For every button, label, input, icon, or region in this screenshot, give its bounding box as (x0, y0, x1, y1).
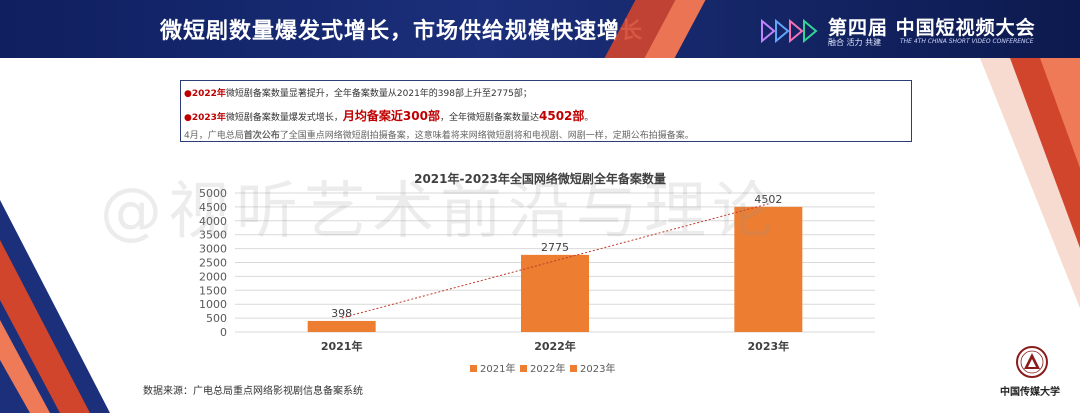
data-label: 4502 (754, 193, 782, 206)
info-text-april-bold: 首次公布 (243, 131, 280, 141)
bar (734, 206, 803, 332)
legend-label: 2023年 (580, 362, 615, 375)
data-source: 数据来源：广电总局重点网络影视剧信息备案系统 (143, 386, 363, 397)
university-emblem-icon (1016, 346, 1048, 378)
y-tick-label: 3000 (199, 243, 227, 256)
info-text-2023-b: ，全年微短剧备案数量达 (439, 113, 539, 123)
y-tick-label: 0 (220, 326, 227, 339)
info-highlight-total: 4502部 (539, 109, 585, 123)
y-tick-label: 1000 (199, 298, 227, 311)
page-title: 微短剧数量爆发式增长，市场供给规模快速增长 (160, 19, 644, 44)
info-highlight-monthly: 月均备案近300部 (342, 109, 440, 123)
left-decoration (0, 200, 110, 413)
y-tick-label: 2000 (199, 270, 227, 283)
watermark: @视听艺术前沿与理论 (100, 174, 781, 247)
info-line-2022: ●2022年微短剧备案数量显著提升，全年备案数量从2021年的398部上升至27… (184, 86, 532, 99)
info-text-2023-c: 。 (584, 113, 594, 123)
bar (307, 320, 376, 332)
x-tick-label: 2022年 (534, 339, 576, 353)
data-label: 2775 (541, 241, 569, 254)
conference-slogan: 融合 活力 共建 (828, 38, 882, 47)
chart-plot: 0500100015002000250030003500400045005000… (199, 187, 875, 375)
info-text-2022: 微短剧备案数量显著提升，全年备案数量从2021年的398部上升至2775部； (225, 89, 532, 99)
info-year-2023: ●2023年 (184, 113, 226, 123)
legend-label: 2021年 (480, 362, 515, 375)
y-tick-label: 3500 (199, 229, 227, 242)
info-year-2022: ●2022年 (184, 89, 226, 99)
x-tick-label: 2021年 (321, 339, 363, 353)
legend-swatch (570, 365, 577, 372)
chart-title: 2021年-2023年全国网络微短剧全年备案数量 (414, 172, 666, 186)
y-tick-label: 4000 (199, 215, 227, 228)
info-text-april-b: 了全国重点网络微短剧拍摄备案，这意味着将来网络微短剧将和电视剧、网剧一样，定期公… (279, 131, 694, 141)
legend-swatch (520, 365, 527, 372)
y-tick-label: 4500 (199, 201, 227, 214)
conference-name: 第四届 中国短视频大会 (828, 17, 1036, 39)
y-tick-label: 2500 (199, 257, 227, 270)
legend-swatch (470, 365, 477, 372)
y-tick-label: 5000 (199, 187, 227, 200)
university-name: 中国传媒大学 (1000, 387, 1060, 398)
conference-english: THE 4TH CHINA SHORT VIDEO CONFERENCE (900, 38, 1034, 45)
info-box: ●2022年微短剧备案数量显著提升，全年备案数量从2021年的398部上升至27… (180, 80, 912, 142)
info-line-2023: ●2023年微短剧备案数量爆发式增长，月均备案近300部，全年微短剧备案数量达4… (184, 107, 593, 124)
data-label: 398 (331, 307, 352, 320)
info-text-april-a: 4月，广电总局 (184, 131, 244, 141)
conference-logo-icon (761, 18, 818, 44)
y-tick-label: 1500 (199, 284, 227, 297)
y-tick-label: 500 (206, 312, 227, 325)
trendline (341, 203, 769, 319)
bar-chart: 2021年-2023年全国网络微短剧全年备案数量 0 500 1000 1500 200… (150, 160, 930, 380)
info-text-2023-a: 微短剧备案数量爆发式增长， (225, 113, 343, 123)
bar (521, 254, 589, 332)
legend-label: 2022年 (530, 362, 565, 375)
x-tick-label: 2023年 (748, 339, 790, 353)
right-decoration (980, 58, 1080, 308)
header-banner: 微短剧数量爆发式增长，市场供给规模快速增长 第四届 中国短视频大会 融合 活力 … (0, 0, 1080, 58)
info-line-april: 4月，广电总局首次公布了全国重点网络微短剧拍摄备案，这意味着将来网络微短剧将和电… (184, 128, 694, 141)
